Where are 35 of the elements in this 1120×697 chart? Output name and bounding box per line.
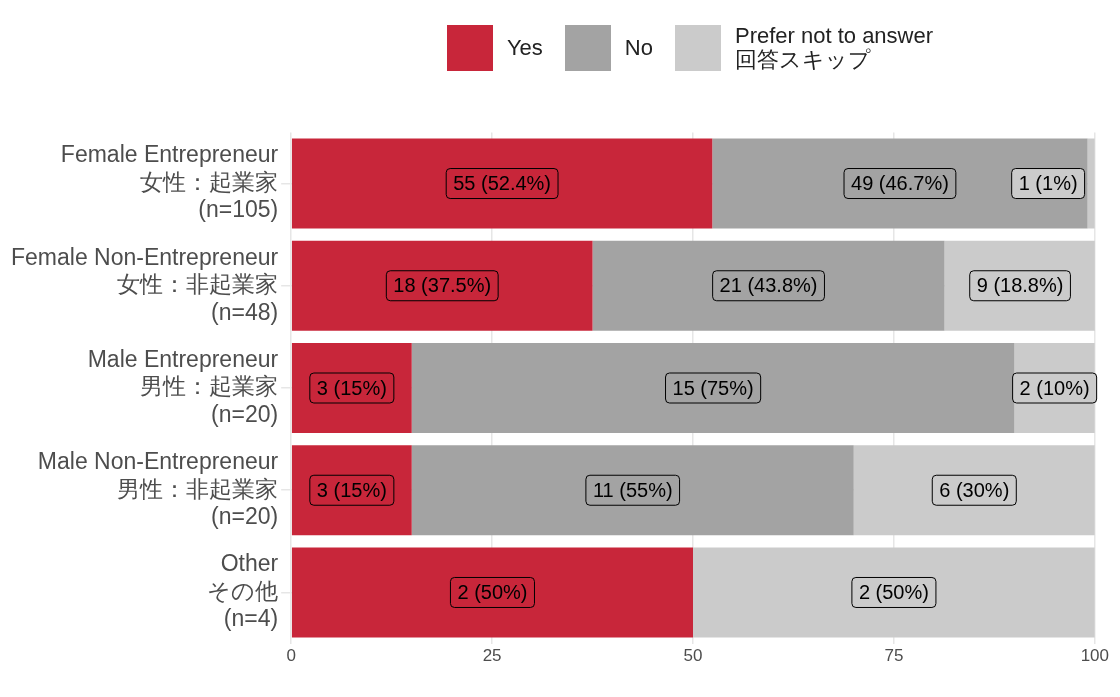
data-label: 2 (50%) bbox=[858, 581, 929, 603]
x-tick-label: 75 bbox=[884, 646, 904, 666]
data-label: 3 (15%) bbox=[316, 376, 387, 399]
data-label: 6 (30%) bbox=[939, 478, 1010, 501]
x-tick-label: 100 bbox=[1080, 646, 1110, 666]
x-tick-label: 50 bbox=[683, 646, 703, 666]
legend-label: No bbox=[624, 34, 653, 61]
data-label: 3 (15%) bbox=[316, 478, 387, 501]
data-label: 2 (10%) bbox=[1019, 376, 1090, 399]
x-tick-label: 25 bbox=[482, 646, 502, 666]
data-label: 21 (43.8%) bbox=[719, 274, 818, 297]
y-tick-label: Female Entrepreneur 女性：起業家 (n=105) bbox=[60, 141, 279, 223]
bar bbox=[291, 240, 593, 331]
bar bbox=[291, 547, 693, 638]
data-label: 55 (52.4%) bbox=[453, 172, 552, 195]
bar bbox=[291, 138, 713, 229]
y-tick-label: Male Non-Entrepreneur 男性：非起業家 (n=20) bbox=[37, 447, 279, 530]
legend-label: Yes bbox=[506, 34, 543, 61]
legend-label: Prefer not to answer 回答スキップ bbox=[734, 22, 934, 73]
bar bbox=[411, 343, 1015, 433]
bar bbox=[693, 547, 1095, 638]
y-tick-label: Other その他 (n=4) bbox=[207, 550, 279, 632]
y-tick-label: Male Entrepreneur 男性：起業家 (n=20) bbox=[87, 345, 279, 427]
data-label: 49 (46.7%) bbox=[851, 172, 949, 195]
data-label: 1 (1%) bbox=[1018, 172, 1078, 195]
bar bbox=[592, 240, 945, 331]
data-label: 15 (75%) bbox=[672, 376, 754, 399]
data-label: 18 (37.5%) bbox=[393, 274, 492, 297]
data-label: 11 (55%) bbox=[592, 478, 673, 501]
bar bbox=[411, 445, 854, 536]
data-label: 2 (50%) bbox=[457, 581, 528, 603]
y-tick-label: Female Non-Entrepreneur 女性：非起業家 (n=48) bbox=[11, 243, 279, 325]
bar bbox=[853, 445, 1095, 536]
data-label: 9 (18.8%) bbox=[976, 274, 1064, 297]
x-tick-label: 0 bbox=[286, 646, 296, 666]
